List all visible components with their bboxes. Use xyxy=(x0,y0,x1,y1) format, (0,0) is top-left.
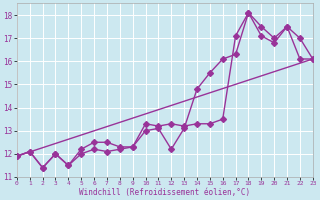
X-axis label: Windchill (Refroidissement éolien,°C): Windchill (Refroidissement éolien,°C) xyxy=(79,188,250,197)
